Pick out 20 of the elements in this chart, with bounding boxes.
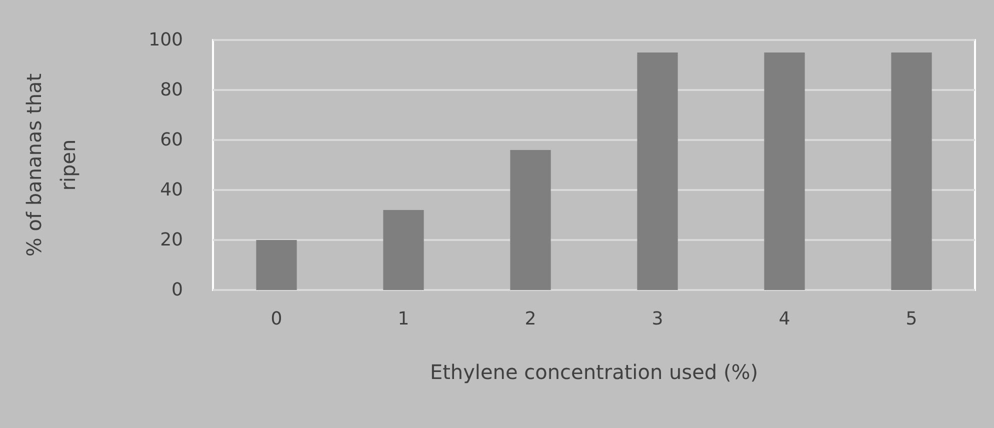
y-tick-label: 0	[172, 280, 183, 300]
y-tick-label: 60	[160, 130, 183, 150]
x-tick-label: 4	[778, 308, 790, 330]
y-tick-label: 40	[160, 180, 183, 200]
y-axis-title: % of bananas that ripen	[22, 73, 80, 257]
bar	[256, 240, 297, 290]
x-axis-title: Ethylene concentration used (%)	[430, 360, 758, 384]
bar	[383, 210, 424, 290]
x-tick-label: 5	[906, 308, 918, 330]
x-tick-label: 2	[524, 308, 536, 330]
x-tick-label: 1	[398, 308, 410, 330]
bar	[891, 52, 932, 290]
bar	[637, 52, 678, 290]
y-tick-label: 80	[160, 80, 183, 100]
x-tick-label: 0	[270, 308, 282, 330]
y-tick-label: 100	[148, 30, 183, 50]
y-tick-label: 20	[160, 230, 183, 250]
bar	[764, 52, 805, 290]
x-tick-label: 3	[652, 308, 664, 330]
bar	[510, 150, 551, 290]
